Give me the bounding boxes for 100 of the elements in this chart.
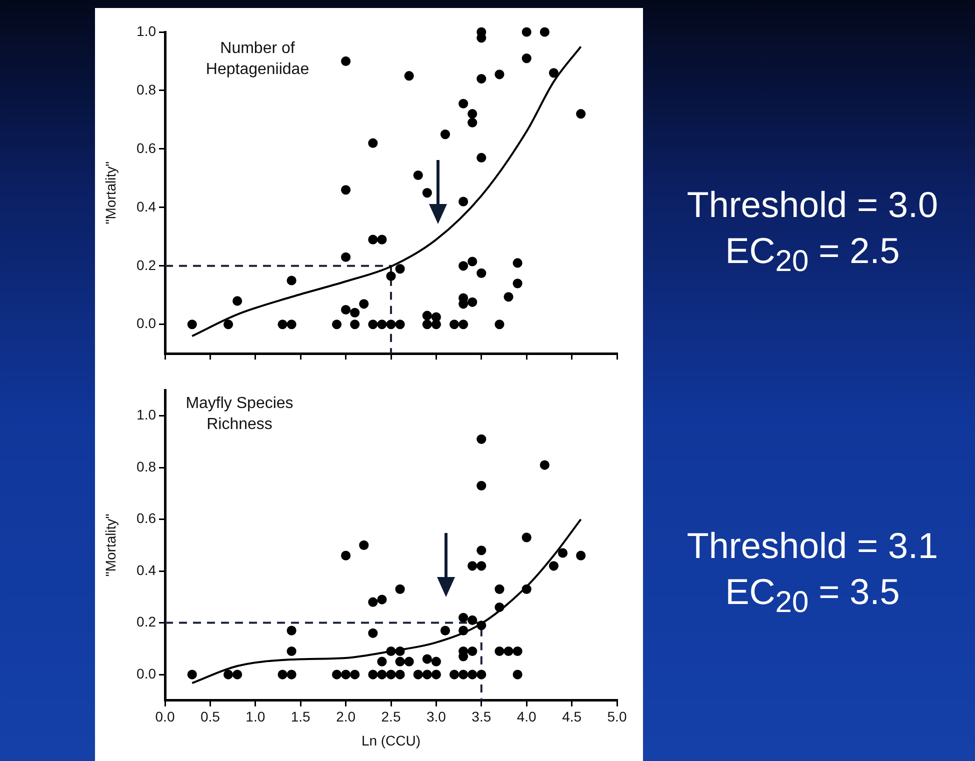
point [476,561,486,571]
point [458,670,468,680]
point [187,670,197,680]
point [476,268,486,278]
point [431,670,441,680]
point [458,196,468,206]
point [468,118,478,128]
point [341,670,351,680]
point [512,646,522,656]
point [476,480,486,491]
point [341,550,351,560]
text: EC$_{20}$ = 3.5 [724,570,901,622]
point [458,612,468,622]
y-axis-title: "Mortality" [102,514,118,577]
point [368,234,378,244]
point [468,109,478,119]
text: Threshold = 3.1 [686,524,940,568]
point [476,74,486,84]
x-tick-label: 3.5 [472,708,492,725]
x-tick-label: 3.0 [426,708,446,725]
point [232,670,242,680]
point [386,670,396,680]
y-tick-label: 0.4 [136,198,156,214]
line-series [191,518,582,684]
point [422,320,432,330]
text: Number of Heptageniidae [204,39,310,80]
point [232,296,242,306]
point [468,561,478,571]
point [404,71,414,81]
point [395,264,405,274]
point [359,540,369,550]
x-tick-label: 1.5 [290,708,311,725]
point [223,670,234,680]
point [413,670,423,680]
point [395,320,405,330]
point [413,170,423,180]
point [476,33,486,43]
point [431,656,441,666]
point [540,27,550,37]
point [223,320,234,330]
y-tick-label: 0.8 [136,458,156,474]
point [494,646,504,656]
point [377,594,387,604]
point [404,656,414,666]
point [395,656,405,666]
point [494,584,504,594]
point [377,234,387,244]
point [458,261,468,271]
point [278,320,288,330]
point [449,320,460,330]
point [522,54,532,64]
x-tick-label: 1.0 [246,708,266,725]
point [386,646,396,656]
x-tick-label: 4.5 [562,708,582,725]
y-tick-label: 1.0 [136,406,156,423]
point [395,646,405,656]
point [468,297,478,307]
point [368,670,378,680]
point [332,320,342,330]
point [504,646,514,656]
point [431,320,441,330]
x-tick-label: 0.5 [200,708,220,725]
point [548,561,559,571]
point [350,308,360,318]
point [449,670,460,680]
point [558,548,568,558]
point [341,56,351,66]
point [458,626,468,636]
y-tick-label: 0.4 [136,562,156,578]
point [512,278,522,288]
y-tick-label: 0.0 [136,665,156,682]
point [386,271,396,281]
y-tick-label: 0.6 [136,510,156,526]
point [476,546,486,556]
point [377,656,387,666]
point [187,320,197,330]
point [576,109,586,119]
point [476,434,486,444]
text: Mayfly Species Richness [184,394,294,435]
x-tick-label: 4.0 [516,708,537,725]
point [368,597,378,607]
x-axis-title: Ln (CCU) [361,732,421,748]
point [512,670,522,680]
point [278,670,288,680]
point [377,670,387,680]
x-tick-label: 2.0 [336,708,356,725]
point [286,320,296,330]
point [522,584,532,594]
point [468,670,478,680]
point [494,602,504,612]
point [540,460,550,470]
point [522,27,532,37]
point [422,654,432,664]
point [522,532,532,542]
point [332,670,342,680]
point [286,646,296,656]
point [476,152,486,163]
point [286,276,296,286]
point [359,299,369,309]
y-tick-label: 0.0 [136,315,156,332]
